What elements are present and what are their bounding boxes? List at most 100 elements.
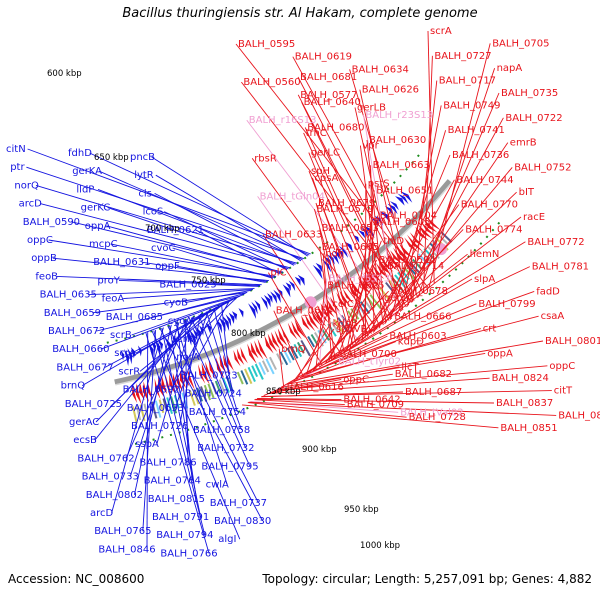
forward-gene-arrow (381, 257, 394, 272)
reverse-leader-line (175, 323, 228, 485)
forward-gene-label: BALH_0722 (505, 113, 562, 124)
forward-gene-arrow (423, 218, 438, 233)
reverse-gene-label: BALH_0794 (156, 530, 213, 541)
forward-gene-label: gerLB (357, 103, 386, 114)
forward-leader-line (308, 152, 381, 328)
forward-leader-line (319, 228, 345, 353)
reverse-gene-label: scrA (114, 348, 136, 359)
forward-gene-arrow (274, 330, 286, 351)
forward-leader-line (247, 402, 407, 418)
forward-gene-label: BALH_0772 (527, 237, 584, 248)
forward-gene-arrow (387, 252, 403, 270)
forward-leader-line (401, 105, 442, 311)
cds-block (300, 339, 311, 357)
forward-gene-arrow (375, 262, 390, 280)
cds-block (327, 323, 337, 337)
topology-text: Topology: circular; Length: 5,257,091 bp… (262, 572, 592, 586)
forward-gene-arrow (236, 348, 245, 366)
scale-label: 950 kbp (344, 505, 379, 515)
reverse-leader-line (123, 289, 253, 300)
reverse-gene-label: ecsB (73, 435, 97, 446)
forward-gene-arrow (136, 383, 142, 405)
forward-gene-arrow (201, 362, 210, 385)
forward-gene-label: BALH_0654 (276, 306, 333, 317)
reverse-gene-label: ptr (10, 162, 25, 173)
forward-gene-arrow (342, 287, 355, 305)
label-leader-lines (26, 30, 557, 554)
cds-block (417, 253, 431, 267)
reverse-gene-label: lldP (76, 184, 94, 195)
forward-leader-line (362, 114, 398, 315)
forward-gene-label: oppA (487, 348, 513, 359)
forward-gene-label: BALH_0749 (443, 100, 500, 111)
forward-gene-label: oppC (549, 361, 575, 372)
cds-block (135, 405, 142, 421)
forward-gene-arrow (139, 382, 145, 401)
reverse-leader-line (146, 332, 149, 550)
cds-block (369, 294, 382, 310)
reverse-leader-line (182, 320, 251, 467)
forward-gene-label: BALH_0642 (343, 395, 400, 406)
forward-leader-line (355, 204, 460, 345)
reverse-gene-label: sspA (135, 439, 159, 450)
forward-gene-arrow (339, 290, 351, 306)
reverse-gene-arrow (285, 282, 291, 291)
cds-block (261, 360, 270, 373)
reverse-gene-label: BALH_0791 (152, 512, 209, 523)
forward-gene-arrow (154, 378, 161, 400)
forward-gene-arrow (176, 371, 183, 392)
reverse-gene-label: oppA (85, 221, 111, 232)
forward-leader-line (292, 56, 424, 294)
reverse-leader-line (159, 328, 263, 522)
cds-block (170, 396, 178, 414)
forward-leader-line (267, 378, 342, 395)
reverse-gene-arrow (127, 348, 133, 365)
forward-gene-label: BALH_0619 (295, 52, 352, 63)
reverse-leader-line (133, 324, 172, 495)
reverse-gene-arrow (330, 252, 340, 265)
reverse-leader-line (129, 321, 180, 477)
forward-gene-arrow (304, 313, 316, 332)
reverse-gene-arrow (260, 296, 268, 310)
reverse-gene-label: scrK (172, 334, 194, 345)
cds-block (265, 358, 275, 375)
reverse-leader-line (207, 283, 259, 287)
reverse-gene-label: BALH_0737 (210, 498, 267, 509)
forward-leader-line (262, 234, 342, 355)
forward-leader-line (278, 348, 285, 387)
reverse-leader-line (164, 211, 288, 271)
reverse-gene-arrow (358, 230, 366, 239)
reverse-gene-arrow (312, 264, 323, 280)
forward-leader-line (370, 165, 375, 332)
reverse-gene-label: BALH_0635 (40, 290, 97, 301)
reverse-gene-label: BALH_0830 (214, 516, 271, 527)
reverse-leader-line (52, 257, 269, 282)
forward-gene-label: cpsA (314, 173, 338, 184)
reverse-leader-line (151, 330, 241, 540)
forward-gene-label: BALH_0605 (373, 217, 430, 228)
reverse-leader-line (221, 304, 230, 376)
forward-gene-label: brnQ (281, 344, 306, 355)
forward-gene-label: crt (483, 324, 497, 335)
forward-gene-label: celC (332, 299, 353, 310)
reverse-gene-arrow (228, 312, 235, 324)
forward-gene-label: BALH_0781 (532, 262, 589, 273)
reverse-leader-line (155, 174, 302, 262)
reverse-leader-line (118, 279, 261, 286)
forward-gene-label: BALH_0626 (362, 85, 419, 96)
forward-gene-arrow (420, 221, 436, 237)
forward-gene-label: kdpB (333, 318, 358, 329)
forward-leader-line (315, 285, 326, 370)
reverse-gene-label: arcD (19, 199, 43, 210)
forward-leader-line (354, 107, 402, 312)
reverse-gene-label: oppF (155, 261, 180, 272)
cds-block (254, 363, 264, 380)
scale-label: 850 kbp (266, 387, 301, 397)
forward-gene-arrow (406, 234, 424, 252)
forward-gene-arrow (187, 367, 196, 391)
cds-block (200, 386, 208, 402)
reverse-gene-label: BALH_0726 (131, 421, 188, 432)
forward-gene-label: BALH_0625 (327, 280, 384, 291)
forward-gene-label: spoVR (336, 324, 368, 335)
